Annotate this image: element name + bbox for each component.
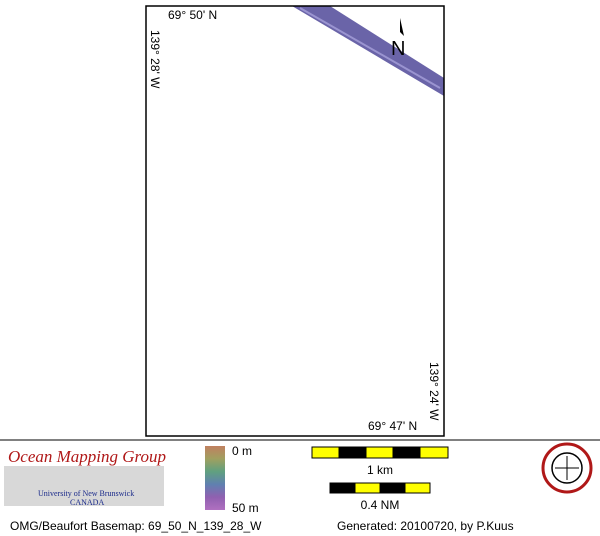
basemap-id: OMG/Beaufort Basemap: 69_50_N_139_28_W xyxy=(10,519,262,533)
org-seal xyxy=(541,442,593,494)
depth-label: 50 m xyxy=(232,501,259,515)
country: CANADA xyxy=(70,498,104,507)
lat-label: 69° 50' N xyxy=(168,8,217,22)
group-name: Ocean Mapping Group xyxy=(8,447,166,466)
bathymetry xyxy=(292,6,444,96)
generated: Generated: 20100720, by P.Kuus xyxy=(337,519,514,533)
depth-label: 0 m xyxy=(232,444,252,458)
scale-label: 1 km xyxy=(367,463,393,477)
north-label: N xyxy=(391,38,405,60)
logo-image xyxy=(4,466,164,506)
university: University of New Brunswick xyxy=(38,489,134,498)
map-frame xyxy=(145,5,445,437)
scale-label: 0.4 NM xyxy=(361,498,400,512)
depth-colorbar xyxy=(205,446,225,510)
lon-label: 139° 28' W xyxy=(148,30,162,89)
scale-bar-km xyxy=(311,446,449,459)
lon-label: 139° 24' W xyxy=(427,362,441,421)
north-arrow: N xyxy=(391,18,405,60)
scale-bar-nm xyxy=(329,482,431,494)
lat-label: 69° 47' N xyxy=(368,419,417,433)
